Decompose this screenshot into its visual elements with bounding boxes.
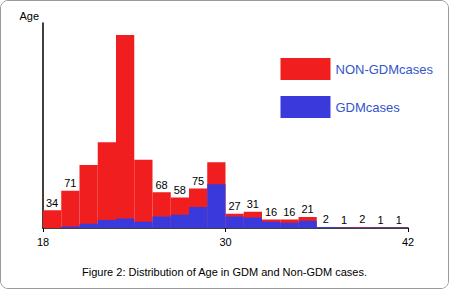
svg-text:1: 1	[396, 214, 402, 226]
svg-text:31: 31	[247, 198, 259, 210]
svg-text:21: 21	[302, 203, 314, 215]
svg-text:18: 18	[37, 236, 49, 248]
svg-text:16: 16	[283, 206, 295, 218]
svg-text:27: 27	[229, 200, 241, 212]
svg-text:1: 1	[341, 214, 347, 226]
svg-text:34: 34	[46, 197, 58, 209]
svg-text:1: 1	[378, 214, 384, 226]
svg-text:Age: Age	[19, 10, 39, 22]
svg-text:42: 42	[402, 236, 414, 248]
svg-text:GDMcases: GDMcases	[335, 100, 400, 115]
svg-text:58: 58	[174, 184, 186, 196]
svg-text:68: 68	[156, 179, 168, 191]
svg-text:NON-GDMcases: NON-GDMcases	[335, 62, 433, 77]
svg-text:75: 75	[192, 175, 204, 187]
svg-text:30: 30	[219, 236, 231, 248]
svg-text:Figure 2: Distribution of Age: Figure 2: Distribution of Age in GDM and…	[82, 266, 367, 278]
svg-text:16: 16	[265, 206, 277, 218]
svg-text:71: 71	[64, 177, 76, 189]
svg-text:2: 2	[323, 213, 329, 225]
svg-text:2: 2	[359, 213, 365, 225]
